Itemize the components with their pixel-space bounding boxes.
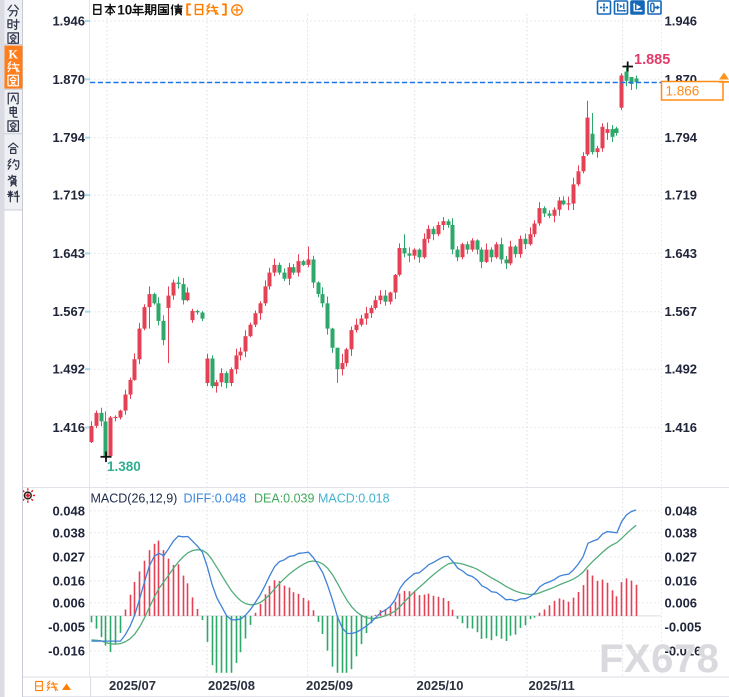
svg-text:-0.005: -0.005 [48, 619, 85, 634]
svg-text:0.006: 0.006 [665, 595, 698, 610]
svg-text:1.794: 1.794 [52, 130, 85, 145]
svg-text:1.643: 1.643 [665, 246, 698, 261]
svg-text:MACD(26,12,9): MACD(26,12,9) [91, 492, 178, 506]
svg-text:K: K [8, 48, 18, 62]
svg-text:1.492: 1.492 [665, 362, 698, 377]
svg-text:0.016: 0.016 [665, 573, 698, 588]
svg-text:0.027: 0.027 [52, 549, 85, 564]
svg-text:1.380: 1.380 [107, 459, 141, 474]
svg-text:FX678: FX678 [599, 637, 719, 681]
svg-text:1.643: 1.643 [52, 246, 85, 261]
svg-text:0.016: 0.016 [52, 573, 85, 588]
svg-text:1.416: 1.416 [665, 420, 698, 435]
svg-text:2025/11: 2025/11 [529, 678, 575, 693]
svg-text:1.870: 1.870 [52, 72, 85, 87]
svg-text:0.038: 0.038 [52, 525, 85, 540]
svg-text:DEA:0.039: DEA:0.039 [254, 492, 315, 506]
svg-text:2025/10: 2025/10 [417, 678, 464, 693]
svg-text:1.567: 1.567 [665, 304, 698, 319]
svg-text:1.719: 1.719 [52, 188, 85, 203]
svg-text:MACD:0.018: MACD:0.018 [318, 492, 390, 506]
svg-text:0.038: 0.038 [665, 525, 698, 540]
svg-text:-0.016: -0.016 [665, 643, 702, 658]
svg-text:1.946: 1.946 [52, 14, 85, 29]
svg-text:0.027: 0.027 [665, 549, 698, 564]
svg-text:1.567: 1.567 [52, 304, 85, 319]
svg-text:1.492: 1.492 [52, 362, 85, 377]
svg-text:2025/07: 2025/07 [109, 678, 156, 693]
svg-text:1.866: 1.866 [666, 84, 700, 99]
svg-text:1.416: 1.416 [52, 420, 85, 435]
svg-text:1.794: 1.794 [665, 130, 698, 145]
svg-text:1.719: 1.719 [665, 188, 698, 203]
svg-text:0.006: 0.006 [52, 595, 85, 610]
svg-text:1.885: 1.885 [634, 52, 670, 68]
svg-text:2025/09: 2025/09 [306, 678, 353, 693]
svg-text:-0.005: -0.005 [665, 619, 702, 634]
svg-text:10: 10 [117, 3, 132, 18]
svg-text:0.048: 0.048 [665, 503, 698, 518]
svg-text:0.048: 0.048 [52, 503, 85, 518]
svg-text:DIFF:0.048: DIFF:0.048 [184, 492, 247, 506]
svg-text:-0.016: -0.016 [48, 643, 85, 658]
svg-text:1.946: 1.946 [665, 14, 698, 29]
svg-text:2025/08: 2025/08 [208, 678, 255, 693]
